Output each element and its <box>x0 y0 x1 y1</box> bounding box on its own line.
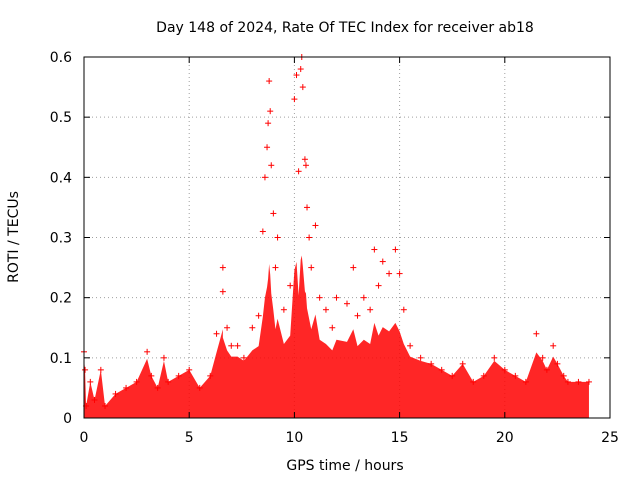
data-point <box>407 342 414 349</box>
data-point <box>386 270 393 277</box>
data-point <box>367 306 374 313</box>
data-point <box>295 168 302 175</box>
x-tick-label: 5 <box>185 430 194 446</box>
data-point <box>417 354 424 361</box>
data-point <box>396 270 403 277</box>
x-tick-label: 20 <box>496 430 514 446</box>
data-point <box>533 330 540 337</box>
y-tick-label: 0.4 <box>50 170 72 186</box>
data-point <box>265 120 272 127</box>
data-point <box>312 222 319 229</box>
axis-ticks: 0 5 10 15 20 25 0 0.1 0.2 0.3 0.4 0.5 0.6 <box>50 50 619 446</box>
x-tick-label: 0 <box>80 430 89 446</box>
data-point <box>400 306 407 313</box>
y-tick-label: 0.5 <box>50 110 72 126</box>
data-point <box>316 294 323 301</box>
data-point <box>302 162 309 169</box>
data-point <box>350 264 357 271</box>
data-point <box>371 246 378 253</box>
data-point <box>379 258 386 265</box>
data-point <box>354 312 361 319</box>
y-tick-label: 0.6 <box>50 50 72 66</box>
data-point <box>228 342 235 349</box>
data-point <box>264 144 271 151</box>
x-axis-label: GPS time / hours <box>286 458 403 474</box>
data-point <box>270 210 277 217</box>
data-point <box>287 282 294 289</box>
data-point <box>255 312 262 319</box>
data-point <box>261 174 268 181</box>
data-point <box>213 330 220 337</box>
y-axis-label: ROTI / TECUs <box>6 191 22 283</box>
data-point <box>344 300 350 307</box>
data-point <box>375 282 382 289</box>
x-tick-label: 15 <box>391 430 409 446</box>
data-point <box>160 354 167 361</box>
data-point <box>219 264 226 271</box>
data-points <box>81 54 592 418</box>
data-point <box>304 204 311 211</box>
data-point <box>274 234 281 241</box>
data-point <box>299 84 306 91</box>
chart-title: Day 148 of 2024, Rate Of TEC Index for r… <box>156 20 534 36</box>
y-tick-label: 0.3 <box>50 231 72 247</box>
data-point <box>392 246 399 253</box>
data-point <box>219 288 226 295</box>
x-tick-label: 10 <box>285 430 303 446</box>
data-point <box>266 78 273 85</box>
data-point <box>144 348 151 355</box>
x-tick-label: 25 <box>601 430 619 446</box>
y-tick-label: 0.2 <box>50 291 72 307</box>
dense-point-band <box>84 255 589 418</box>
y-tick-label: 0 <box>63 411 72 427</box>
data-point <box>234 342 241 349</box>
data-point <box>259 228 266 235</box>
data-point <box>291 96 298 103</box>
data-point <box>308 264 315 271</box>
data-point <box>329 324 336 331</box>
y-tick-label: 0.1 <box>50 351 72 367</box>
data-point <box>333 294 340 301</box>
data-point <box>297 66 304 73</box>
data-point <box>293 72 300 79</box>
data-point <box>550 342 557 349</box>
data-point <box>240 354 247 361</box>
data-point <box>322 306 329 313</box>
data-point <box>272 264 279 271</box>
data-point <box>267 108 274 115</box>
data-point <box>539 354 546 361</box>
data-point <box>280 306 287 313</box>
data-point <box>306 234 313 241</box>
data-point <box>249 324 256 331</box>
data-point <box>224 324 231 331</box>
data-point <box>360 294 367 301</box>
data-point <box>491 354 498 361</box>
data-point <box>301 156 308 163</box>
data-point <box>268 162 275 169</box>
